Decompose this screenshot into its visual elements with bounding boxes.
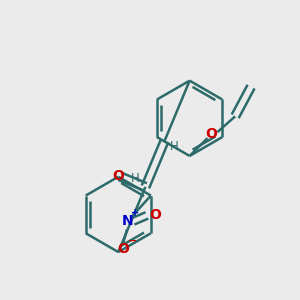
Text: H: H bbox=[131, 172, 140, 185]
Text: O: O bbox=[117, 242, 129, 256]
Text: O: O bbox=[149, 208, 161, 222]
Text: O: O bbox=[206, 127, 218, 141]
Text: H: H bbox=[170, 140, 179, 153]
Text: O: O bbox=[112, 169, 124, 183]
Text: +: + bbox=[131, 208, 139, 218]
Text: N: N bbox=[121, 214, 133, 228]
Text: −: − bbox=[128, 236, 137, 246]
